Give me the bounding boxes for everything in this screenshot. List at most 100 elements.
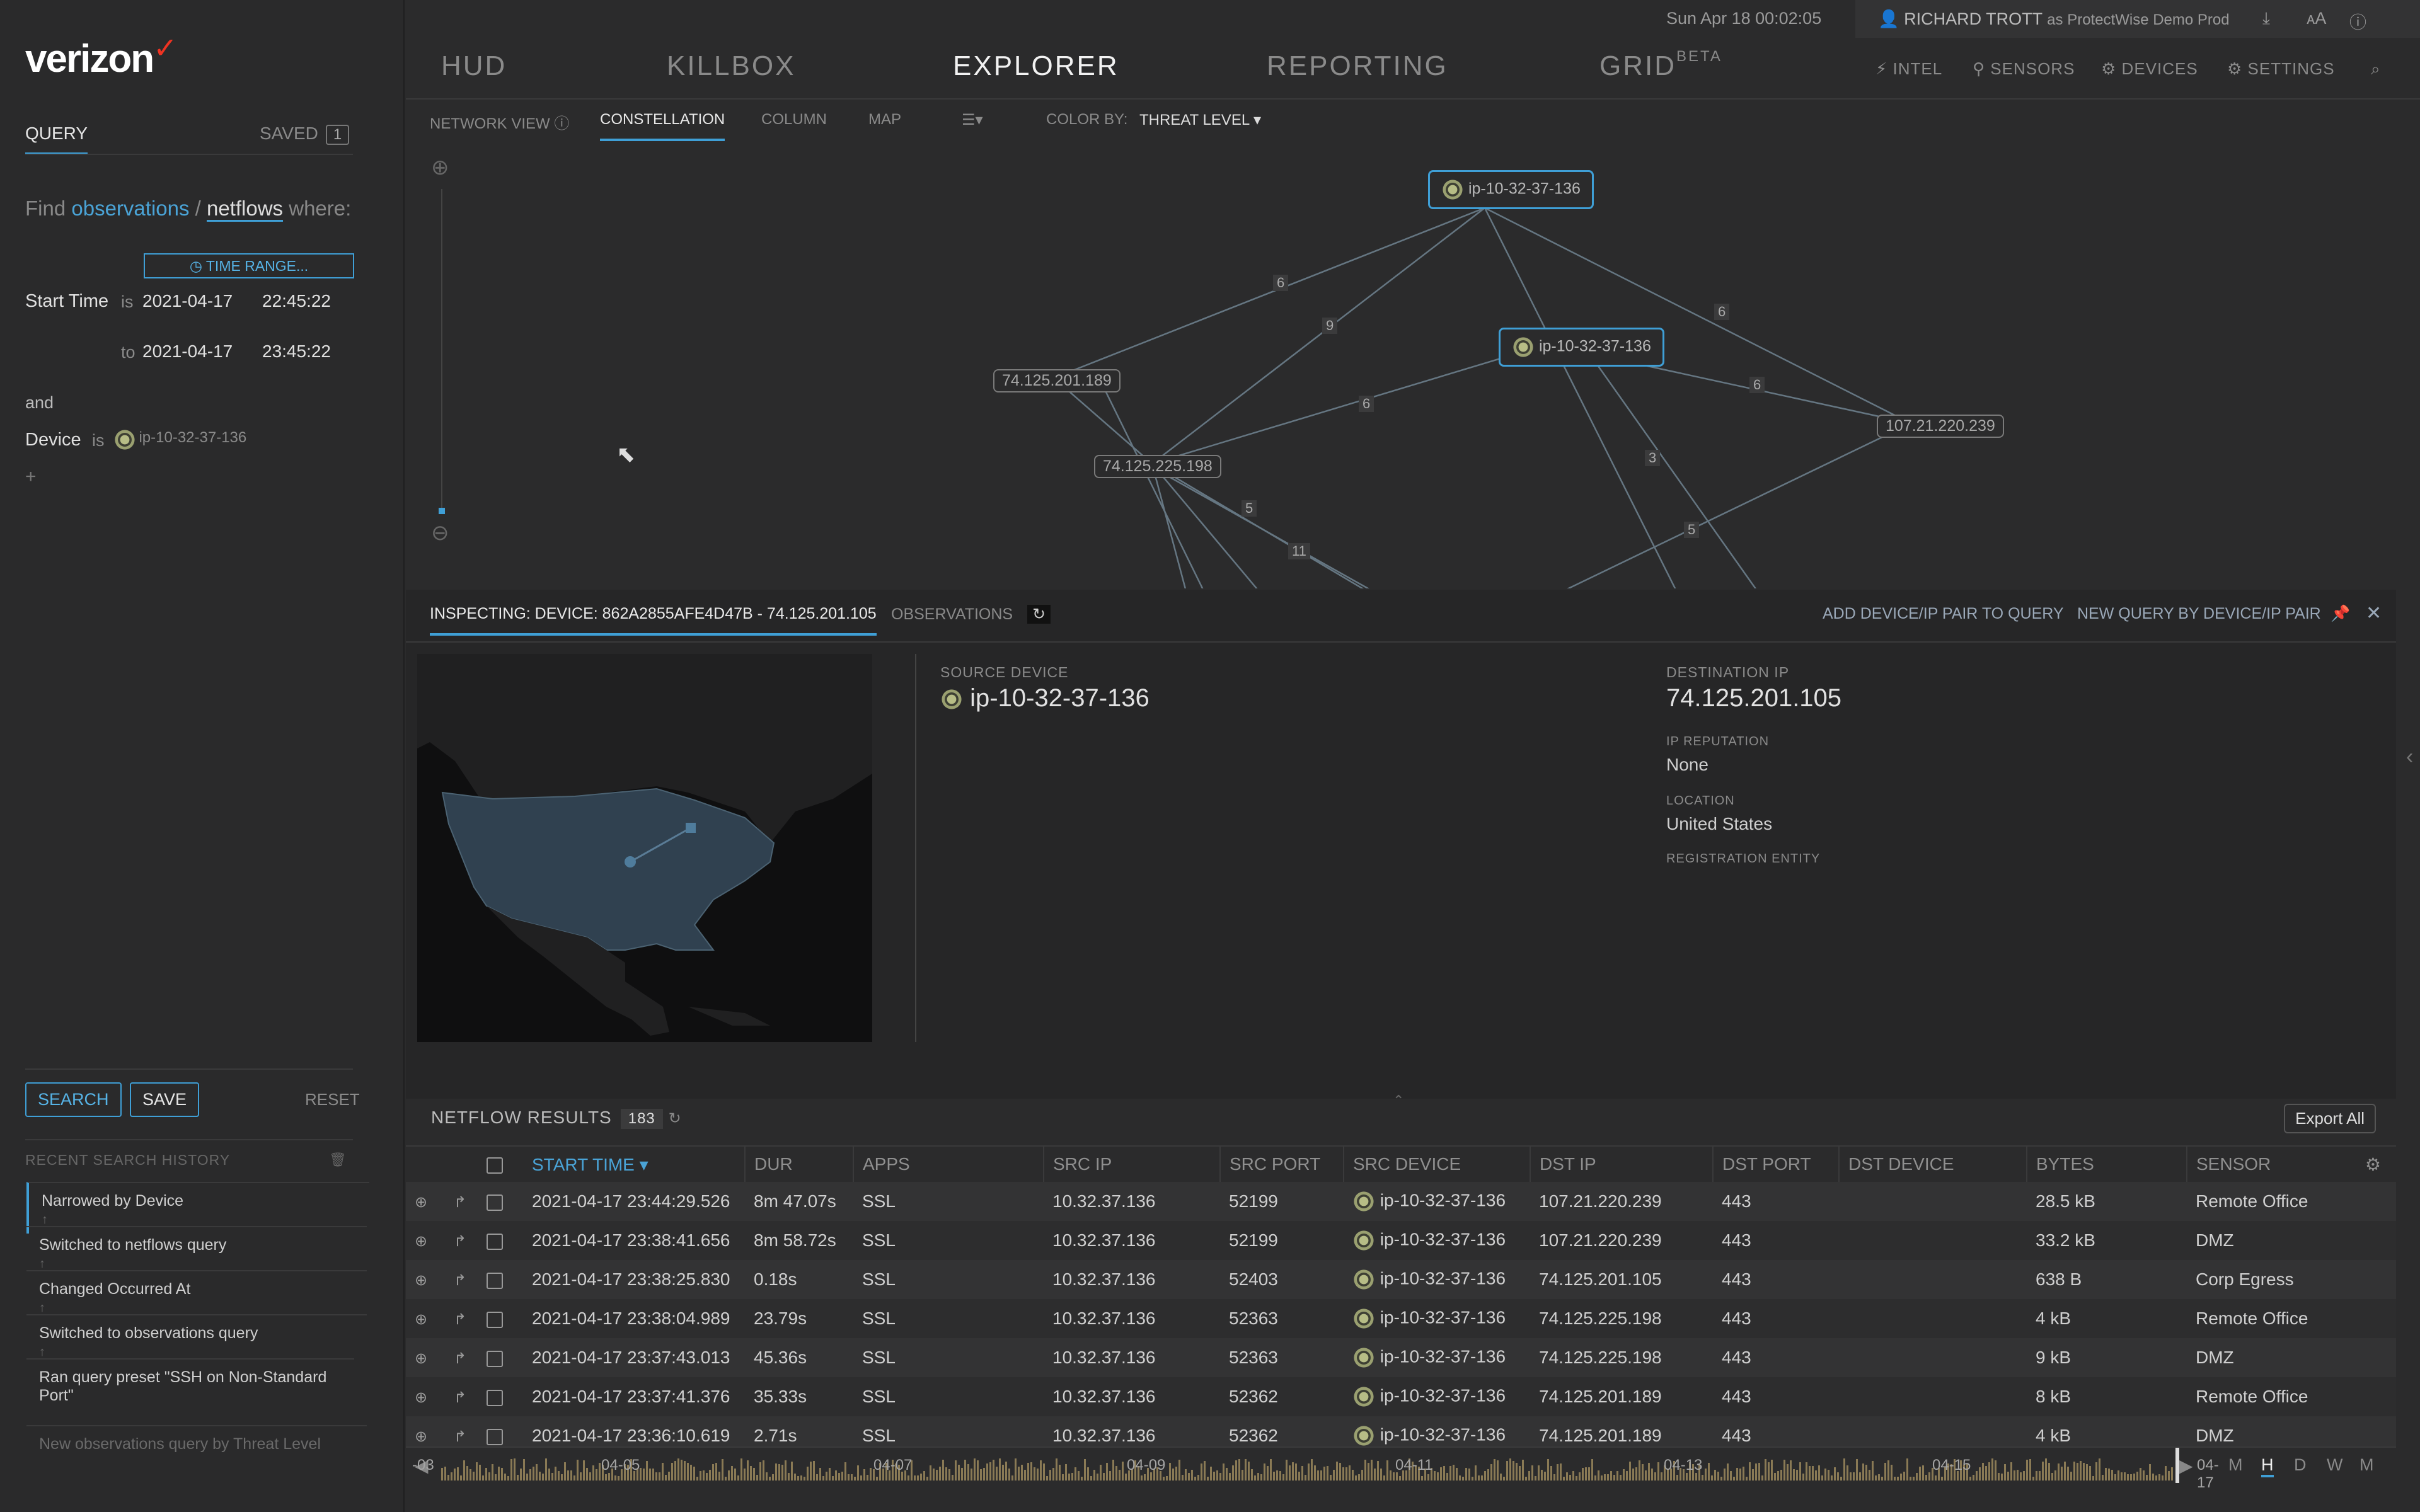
graph-node-ip[interactable]: 74.125.225.198 [1094, 455, 1221, 478]
tab-inspecting[interactable]: INSPECTING: DEVICE: 862A2855AFE4D47B - 7… [430, 605, 877, 636]
font-size-icon[interactable]: ᴀA [2307, 9, 2327, 28]
history-item[interactable]: Switched to netflows query ↑ [26, 1226, 367, 1278]
tab-saved[interactable]: SAVED 1 [260, 123, 350, 145]
col-dur[interactable]: DUR [744, 1147, 853, 1182]
pivot-icon[interactable]: ↱ [454, 1350, 467, 1367]
col-dst-port[interactable]: DST PORT [1712, 1147, 1839, 1182]
cell-dst-ip[interactable]: 74.125.201.105 [1530, 1260, 1713, 1299]
zoom-slider-handle[interactable] [439, 508, 445, 514]
search-button[interactable]: SEARCH [25, 1082, 122, 1117]
tab-observations[interactable]: OBSERVATIONS ↻ [891, 605, 1051, 624]
nav-reporting[interactable]: REPORTING [1267, 50, 1448, 81]
netflows-link[interactable]: netflows [207, 197, 284, 222]
start-time-field[interactable]: 22:45:22 [262, 291, 331, 311]
pin-icon[interactable]: 📌 [2331, 605, 2351, 622]
cell-src-device[interactable]: ip-10-32-37-136 [1344, 1182, 1530, 1221]
refresh-icon[interactable]: ↻ [668, 1110, 682, 1127]
table-row[interactable]: ⊕ ↱ 2021-04-17 23:38:04.989 23.79s SSL 10.32.… [406, 1299, 2396, 1338]
col-dst-device[interactable]: DST DEVICE [1838, 1147, 2027, 1182]
timeline-range-handle[interactable] [2175, 1448, 2179, 1483]
zoom-row-icon[interactable]: ⊕ [415, 1194, 428, 1211]
pivot-icon[interactable]: ↱ [454, 1389, 467, 1406]
time-range-button[interactable]: ◷ TIME RANGE... [144, 253, 354, 278]
reset-button[interactable]: RESET [305, 1090, 360, 1109]
source-device-value[interactable]: ip-10-32-37-136 [940, 684, 1150, 713]
row-checkbox[interactable] [487, 1272, 503, 1289]
timeline-histogram[interactable] [441, 1448, 2174, 1483]
col-src-device[interactable]: SRC DEVICE [1343, 1147, 1530, 1182]
download-icon[interactable]: ⤓ [2262, 9, 2270, 28]
col-dst-ip[interactable]: DST IP [1530, 1147, 1713, 1182]
col-start-time[interactable]: START TIME ▾ [532, 1154, 648, 1174]
row-checkbox[interactable] [487, 1194, 503, 1211]
nav-settings[interactable]: ⚙ SETTINGS [2227, 59, 2335, 79]
save-button[interactable]: SAVE [130, 1082, 200, 1117]
cell-src-device[interactable]: ip-10-32-37-136 [1344, 1338, 1530, 1377]
filter-list-icon[interactable]: ☰▾ [962, 112, 983, 129]
new-query-link[interactable]: NEW QUERY BY DEVICE/IP PAIR [2077, 605, 2321, 622]
search-icon[interactable]: ⌕ [2371, 59, 2381, 78]
pivot-icon[interactable]: ↱ [454, 1194, 467, 1211]
device-filter[interactable]: ip-10-32-37-136 [113, 428, 246, 451]
table-row[interactable]: ⊕ ↱ 2021-04-17 23:37:43.013 45.36s SSL 10.32.… [406, 1338, 2396, 1377]
timeline-zoom-4[interactable]: M [2360, 1455, 2374, 1474]
history-item[interactable]: Switched to observations query ↑ [26, 1314, 367, 1366]
verizon-logo[interactable]: verizon✓ [25, 32, 178, 81]
timeline-zoom-1[interactable]: H [2261, 1455, 2274, 1477]
col-apps[interactable]: APPS [853, 1147, 1044, 1182]
table-row[interactable]: ⊕ ↱ 2021-04-17 23:37:41.376 35.33s SSL 10.32.… [406, 1377, 2396, 1416]
cell-src-device[interactable]: ip-10-32-37-136 [1344, 1377, 1530, 1416]
zoom-slider-track[interactable] [441, 189, 442, 514]
row-checkbox[interactable] [487, 1311, 503, 1328]
tab-constellation[interactable]: CONSTELLATION [600, 111, 725, 141]
help-icon[interactable]: ⓘ [2349, 13, 2366, 32]
nav-intel[interactable]: ⚡ INTEL [1876, 59, 1942, 79]
col-bytes[interactable]: BYTES [2026, 1147, 2187, 1182]
history-item[interactable]: Narrowed by Device ↑ [26, 1182, 369, 1234]
tab-column[interactable]: COLUMN [761, 111, 827, 128]
table-row[interactable]: ⊕ ↱ 2021-04-17 23:38:25.830 0.18s SSL 10.32.3… [406, 1260, 2396, 1299]
chevron-left-icon[interactable]: ‹ [2406, 745, 2414, 769]
column-settings-icon[interactable]: ⚙ [2365, 1154, 2381, 1174]
cell-src-device[interactable]: ip-10-32-37-136 [1344, 1260, 1530, 1299]
timeline-zoom-3[interactable]: W [2327, 1455, 2343, 1474]
history-item[interactable]: Ran query preset "SSH on Non-Standard Po… [26, 1358, 354, 1411]
row-checkbox[interactable] [487, 1350, 503, 1367]
zoom-row-icon[interactable]: ⊕ [415, 1272, 428, 1289]
graph-node-device[interactable]: ip-10-32-37-136 [1499, 328, 1664, 367]
pivot-icon[interactable]: ↱ [454, 1428, 467, 1445]
location-map[interactable] [417, 654, 872, 1042]
nav-killbox[interactable]: KILLBOX [667, 50, 796, 81]
row-checkbox[interactable] [487, 1428, 503, 1445]
graph-node-device[interactable]: ip-10-32-37-136 [1428, 170, 1594, 209]
zoom-row-icon[interactable]: ⊕ [415, 1428, 428, 1445]
trash-icon[interactable]: 🗑 [329, 1152, 347, 1167]
zoom-out-icon[interactable]: ⊖ [431, 521, 449, 545]
table-row[interactable]: ⊕ ↱ 2021-04-17 23:44:29.526 8m 47.07s SSL 10.… [406, 1182, 2396, 1221]
table-row[interactable]: ⊕ ↱ 2021-04-17 23:36:10.619 2.71s SSL 10.32.3… [406, 1416, 2396, 1455]
zoom-row-icon[interactable]: ⊕ [415, 1350, 428, 1367]
nav-sensors[interactable]: ⚲ SENSORS [1973, 59, 2075, 79]
cell-src-device[interactable]: ip-10-32-37-136 [1344, 1299, 1530, 1338]
zoom-in-icon[interactable]: ⊕ [431, 156, 449, 180]
nav-devices[interactable]: ⚙ DEVICES [2101, 59, 2198, 79]
pivot-icon[interactable]: ↱ [454, 1233, 467, 1250]
start-date-field[interactable]: 2021-04-17 [142, 291, 233, 311]
zoom-row-icon[interactable]: ⊕ [415, 1389, 428, 1406]
zoom-row-icon[interactable]: ⊕ [415, 1311, 428, 1328]
end-date-field[interactable]: 2021-04-17 [142, 341, 233, 361]
end-time-field[interactable]: 23:45:22 [262, 341, 331, 361]
color-by-select[interactable]: THREAT LEVEL ▾ [1139, 112, 1261, 129]
close-icon[interactable]: ✕ [2366, 603, 2382, 624]
nav-grid[interactable]: GRIDBETA [1599, 48, 1722, 82]
timeline-prev-icon[interactable]: ◀ [415, 1456, 429, 1475]
nav-explorer[interactable]: EXPLORER [953, 50, 1119, 81]
tab-query[interactable]: QUERY [25, 123, 88, 155]
table-row[interactable]: ⊕ ↱ 2021-04-17 23:38:41.656 8m 58.72s SSL 10.… [406, 1221, 2396, 1260]
constellation-graph[interactable]: ip-10-32-37-136 ip-10-32-37-136 74.125.2… [406, 141, 2420, 588]
history-item[interactable]: New observations query by Threat Level [26, 1425, 367, 1460]
history-item[interactable]: Changed Occurred At ↑ [26, 1270, 367, 1322]
tab-map[interactable]: MAP [868, 111, 902, 128]
add-condition-button[interactable]: + [25, 466, 37, 487]
graph-node-ip[interactable]: 107.21.220.239 [1877, 415, 2004, 438]
